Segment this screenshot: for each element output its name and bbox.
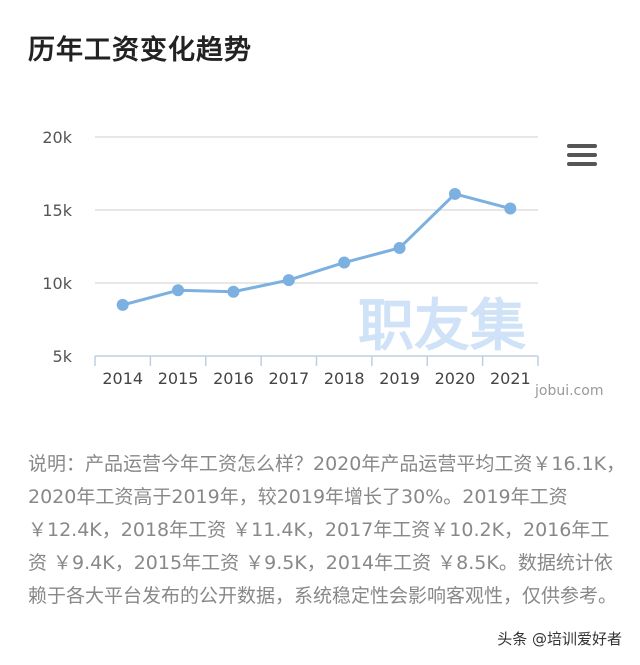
data-point[interactable] — [393, 241, 406, 254]
page-title: 历年工资变化趋势 — [28, 35, 252, 66]
x-tick-label: 2021 — [490, 369, 531, 388]
series-line — [122, 192, 511, 307]
source-label: jobui.com — [534, 383, 603, 399]
y-tick-label: 5k — [53, 347, 73, 366]
x-tick-label: 2016 — [213, 369, 254, 388]
y-tick-label: 20k — [42, 128, 72, 147]
hamburger-menu-icon[interactable] — [567, 144, 597, 170]
x-tick-label: 2017 — [268, 369, 309, 388]
watermark: 职友集 — [358, 294, 526, 359]
data-point[interactable] — [338, 256, 351, 269]
x-tick-label: 2018 — [324, 369, 365, 388]
data-point[interactable] — [116, 298, 129, 311]
x-tick-label: 2019 — [379, 369, 420, 388]
salary-trend-chart: 职友集 5k 10k 15k 20k 2014 2015 2016 2017 2018 2019… — [42, 128, 603, 399]
y-tick-label: 10k — [42, 274, 72, 293]
data-point[interactable] — [227, 285, 240, 298]
footer-watermark: 头条 @培训爱好者 — [493, 626, 626, 651]
data-point[interactable] — [448, 187, 461, 200]
x-tick-label: 2020 — [435, 369, 476, 388]
y-tick-label: 15k — [42, 201, 72, 220]
data-point[interactable] — [282, 274, 295, 287]
x-tick-label: 2014 — [102, 369, 143, 388]
data-point[interactable] — [172, 284, 185, 297]
description-text: 说明：产品运营今年工资怎么样？2020年产品运营平均工资￥16.1K，2020年… — [28, 453, 626, 607]
x-tick-label: 2015 — [158, 369, 199, 388]
data-point[interactable] — [504, 202, 517, 215]
